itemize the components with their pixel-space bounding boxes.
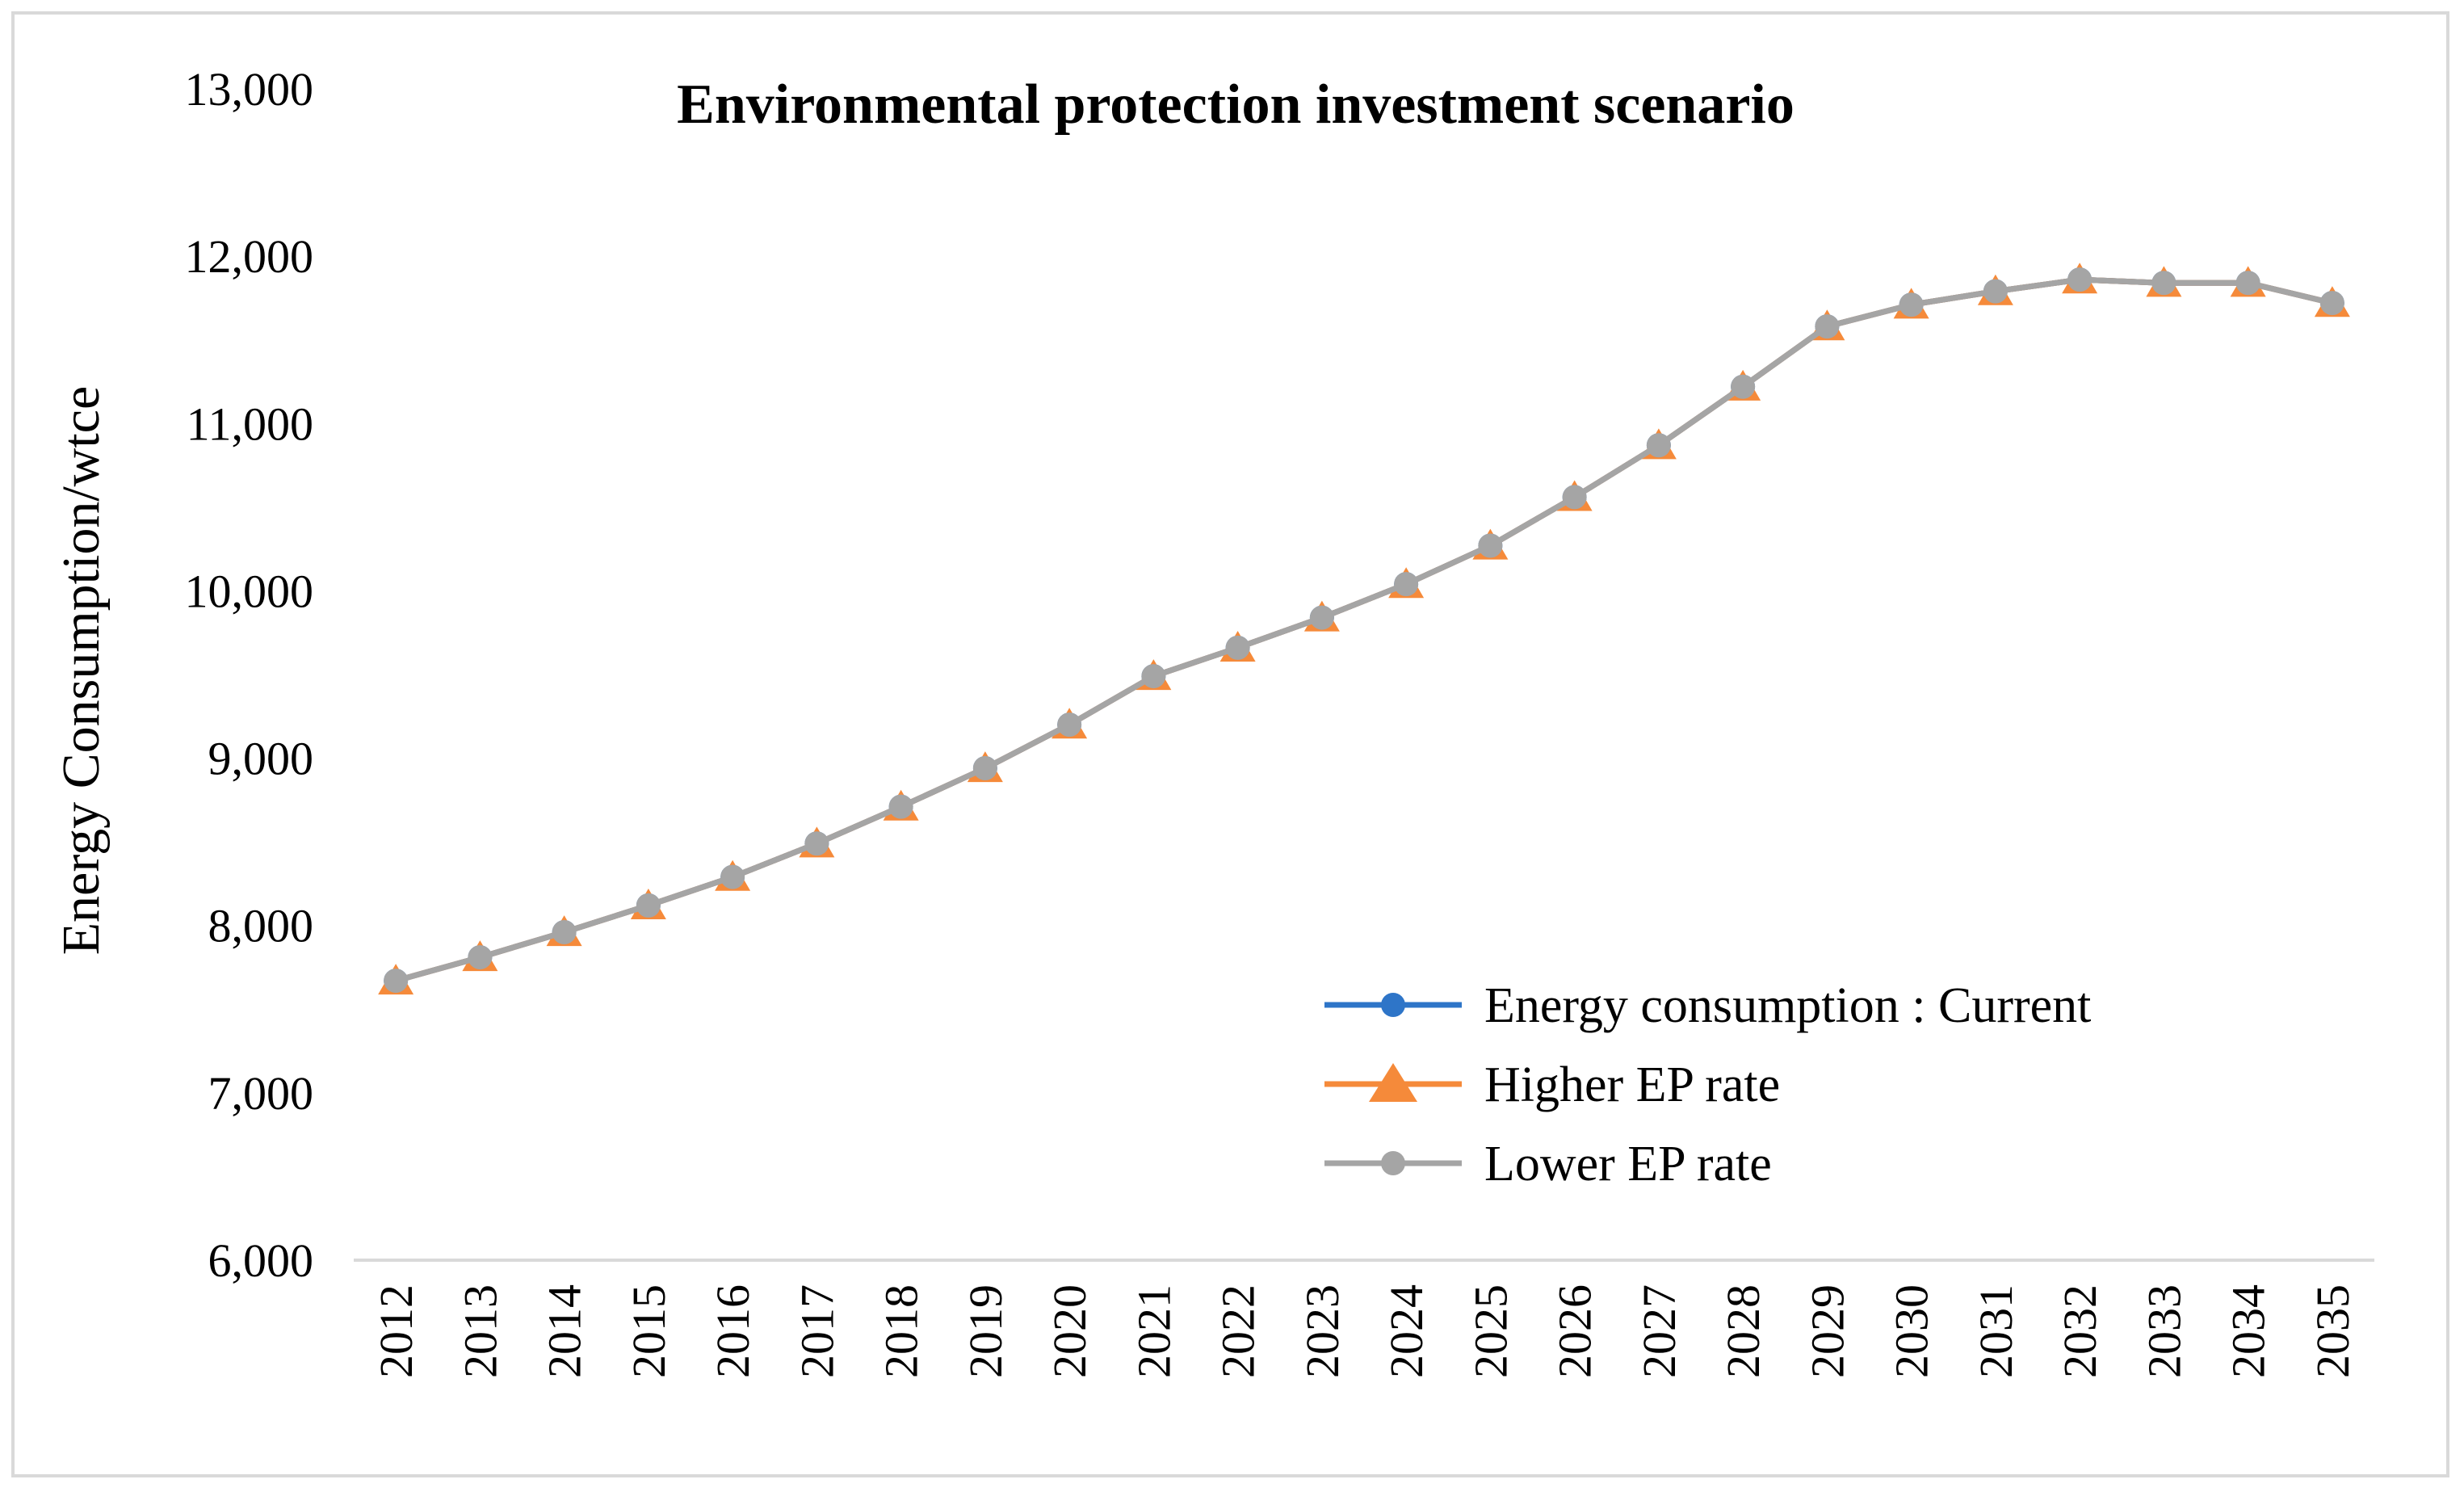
data-point (384, 969, 409, 994)
data-point (2151, 271, 2176, 296)
legend-label: Higher EP rate (1484, 1057, 1780, 1112)
data-point (1309, 605, 1334, 630)
x-axis-ticks: 2012 2013 2014 2015 2016 2017 2018 2019 2020 2021… (370, 1284, 2359, 1378)
series-line (395, 276, 2333, 984)
x-tick-label: 2015 (623, 1284, 675, 1378)
y-tick-label: 11,000 (187, 397, 313, 450)
x-tick-label: 2019 (959, 1284, 1012, 1378)
x-tick-label: 2017 (791, 1284, 843, 1378)
data-point (1394, 572, 1419, 597)
x-tick-label: 2034 (2223, 1284, 2275, 1378)
x-tick-label: 2025 (1464, 1284, 1517, 1378)
y-tick-label: 13,000 (185, 63, 314, 116)
x-tick-label: 2028 (1717, 1284, 1769, 1378)
y-tick-label: 6,000 (208, 1234, 314, 1287)
x-tick-label: 2030 (1886, 1284, 1938, 1378)
data-point (2067, 267, 2093, 292)
series-1 (384, 267, 2344, 994)
series-2 (378, 263, 2350, 995)
legend-marker (1369, 1063, 1417, 1102)
data-point (1815, 314, 1840, 339)
series-line (395, 276, 2333, 984)
x-tick-label: 2020 (1043, 1284, 1096, 1378)
y-tick-label: 8,000 (208, 900, 314, 952)
data-point (1899, 292, 1924, 317)
x-tick-label: 2029 (1801, 1284, 1853, 1378)
data-point (468, 945, 493, 970)
y-tick-label: 7,000 (208, 1067, 314, 1120)
legend-item: Higher EP rate (1324, 1057, 1780, 1112)
data-point (1057, 712, 1082, 738)
x-tick-label: 2016 (707, 1284, 759, 1378)
x-tick-label: 2022 (1212, 1284, 1265, 1378)
data-point (1141, 664, 1166, 689)
data-point (720, 864, 745, 889)
legend: Energy consumption : Current Higher EP ra… (1324, 978, 2091, 1191)
x-tick-label: 2012 (370, 1284, 422, 1378)
x-tick-label: 2021 (1127, 1284, 1180, 1378)
x-tick-label: 2014 (539, 1284, 591, 1378)
x-tick-label: 2031 (1970, 1284, 2022, 1378)
x-tick-label: 2033 (2138, 1284, 2190, 1378)
x-tick-label: 2013 (454, 1284, 506, 1378)
data-point (552, 920, 577, 944)
data-point (804, 831, 829, 856)
data-point (636, 893, 661, 918)
y-tick-label: 9,000 (208, 733, 314, 785)
legend-label: Lower EP rate (1484, 1137, 1772, 1191)
y-tick-label: 10,000 (185, 565, 314, 617)
y-axis-ticks: 6,000 7,000 8,000 9,000 10,000 11,000 12,000 13… (185, 63, 314, 1287)
legend-item: Lower EP rate (1324, 1137, 1772, 1191)
data-point (1983, 279, 2008, 304)
x-tick-label: 2026 (1549, 1284, 1601, 1378)
y-tick-label: 12,000 (185, 230, 314, 283)
x-tick-label: 2032 (2054, 1284, 2106, 1378)
x-tick-label: 2018 (875, 1284, 928, 1378)
data-point (2235, 271, 2260, 296)
legend-marker (1381, 993, 1405, 1017)
data-point (1562, 485, 1587, 510)
data-point (1478, 533, 1503, 558)
data-point (972, 756, 997, 780)
x-tick-label: 2023 (1296, 1284, 1349, 1378)
chart-title: Environmental protection investment scen… (677, 74, 1794, 136)
series-layer (378, 263, 2350, 995)
data-point (1646, 433, 1671, 458)
data-point (2319, 291, 2344, 316)
data-point (1225, 635, 1250, 660)
x-tick-label: 2024 (1380, 1284, 1433, 1378)
series-line (395, 276, 2333, 984)
legend-marker (1381, 1151, 1405, 1175)
x-tick-label: 2027 (1633, 1284, 1685, 1378)
x-tick-label: 2035 (2307, 1284, 2359, 1378)
data-point (1731, 374, 1756, 399)
series-3 (384, 267, 2344, 994)
chart-frame (11, 11, 2449, 1477)
legend-label: Energy consumption : Current (1484, 978, 2091, 1033)
y-axis-label: Energy Consumption/wtce (52, 386, 111, 956)
data-point (888, 794, 913, 819)
legend-item: Energy consumption : Current (1324, 978, 2091, 1033)
